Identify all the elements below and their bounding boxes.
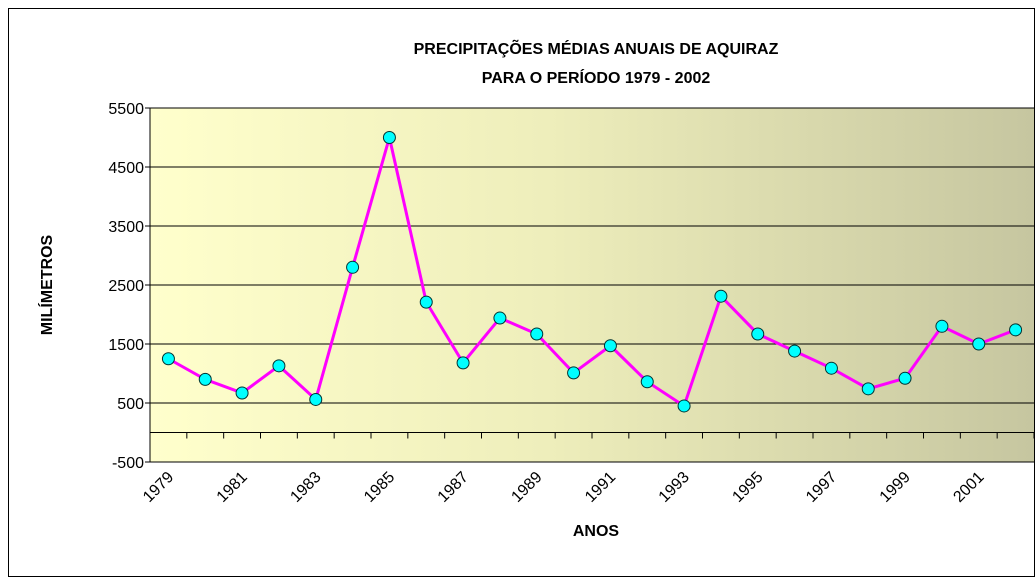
y-tick-label: -500 <box>112 455 144 472</box>
marker <box>861 382 875 396</box>
y-tick-label: 5500 <box>108 101 144 118</box>
y-tick-label: 2500 <box>108 278 144 295</box>
marker <box>788 344 802 358</box>
marker <box>677 399 691 413</box>
y-tick-label: 1500 <box>108 337 144 354</box>
marker <box>935 319 949 333</box>
marker <box>382 131 396 144</box>
marker <box>493 311 507 325</box>
chart-title: PRECIPITAÇÕES MÉDIAS ANUAIS DE AQUIRAZ <box>414 38 779 58</box>
marker <box>898 371 912 385</box>
marker <box>456 356 470 370</box>
marker <box>567 366 581 380</box>
y-tick-label: 500 <box>117 396 144 413</box>
marker <box>309 392 323 406</box>
chart-title: PARA O PERÍODO 1979 - 2002 <box>482 68 711 87</box>
marker <box>824 361 838 375</box>
marker <box>714 289 728 303</box>
marker <box>972 337 986 351</box>
marker <box>161 352 175 366</box>
marker <box>346 260 360 274</box>
marker <box>751 327 765 341</box>
y-tick-label: 3500 <box>108 219 144 236</box>
marker <box>198 372 212 386</box>
x-axis-label: ANOS <box>573 523 620 540</box>
marker <box>1009 323 1023 337</box>
y-axis-label: MILÍMETROS <box>37 234 56 335</box>
marker <box>603 339 617 353</box>
y-tick-label: 4500 <box>108 160 144 177</box>
marker <box>272 359 286 373</box>
marker <box>640 375 654 389</box>
marker <box>235 386 249 400</box>
marker <box>530 327 544 341</box>
marker <box>419 295 433 309</box>
